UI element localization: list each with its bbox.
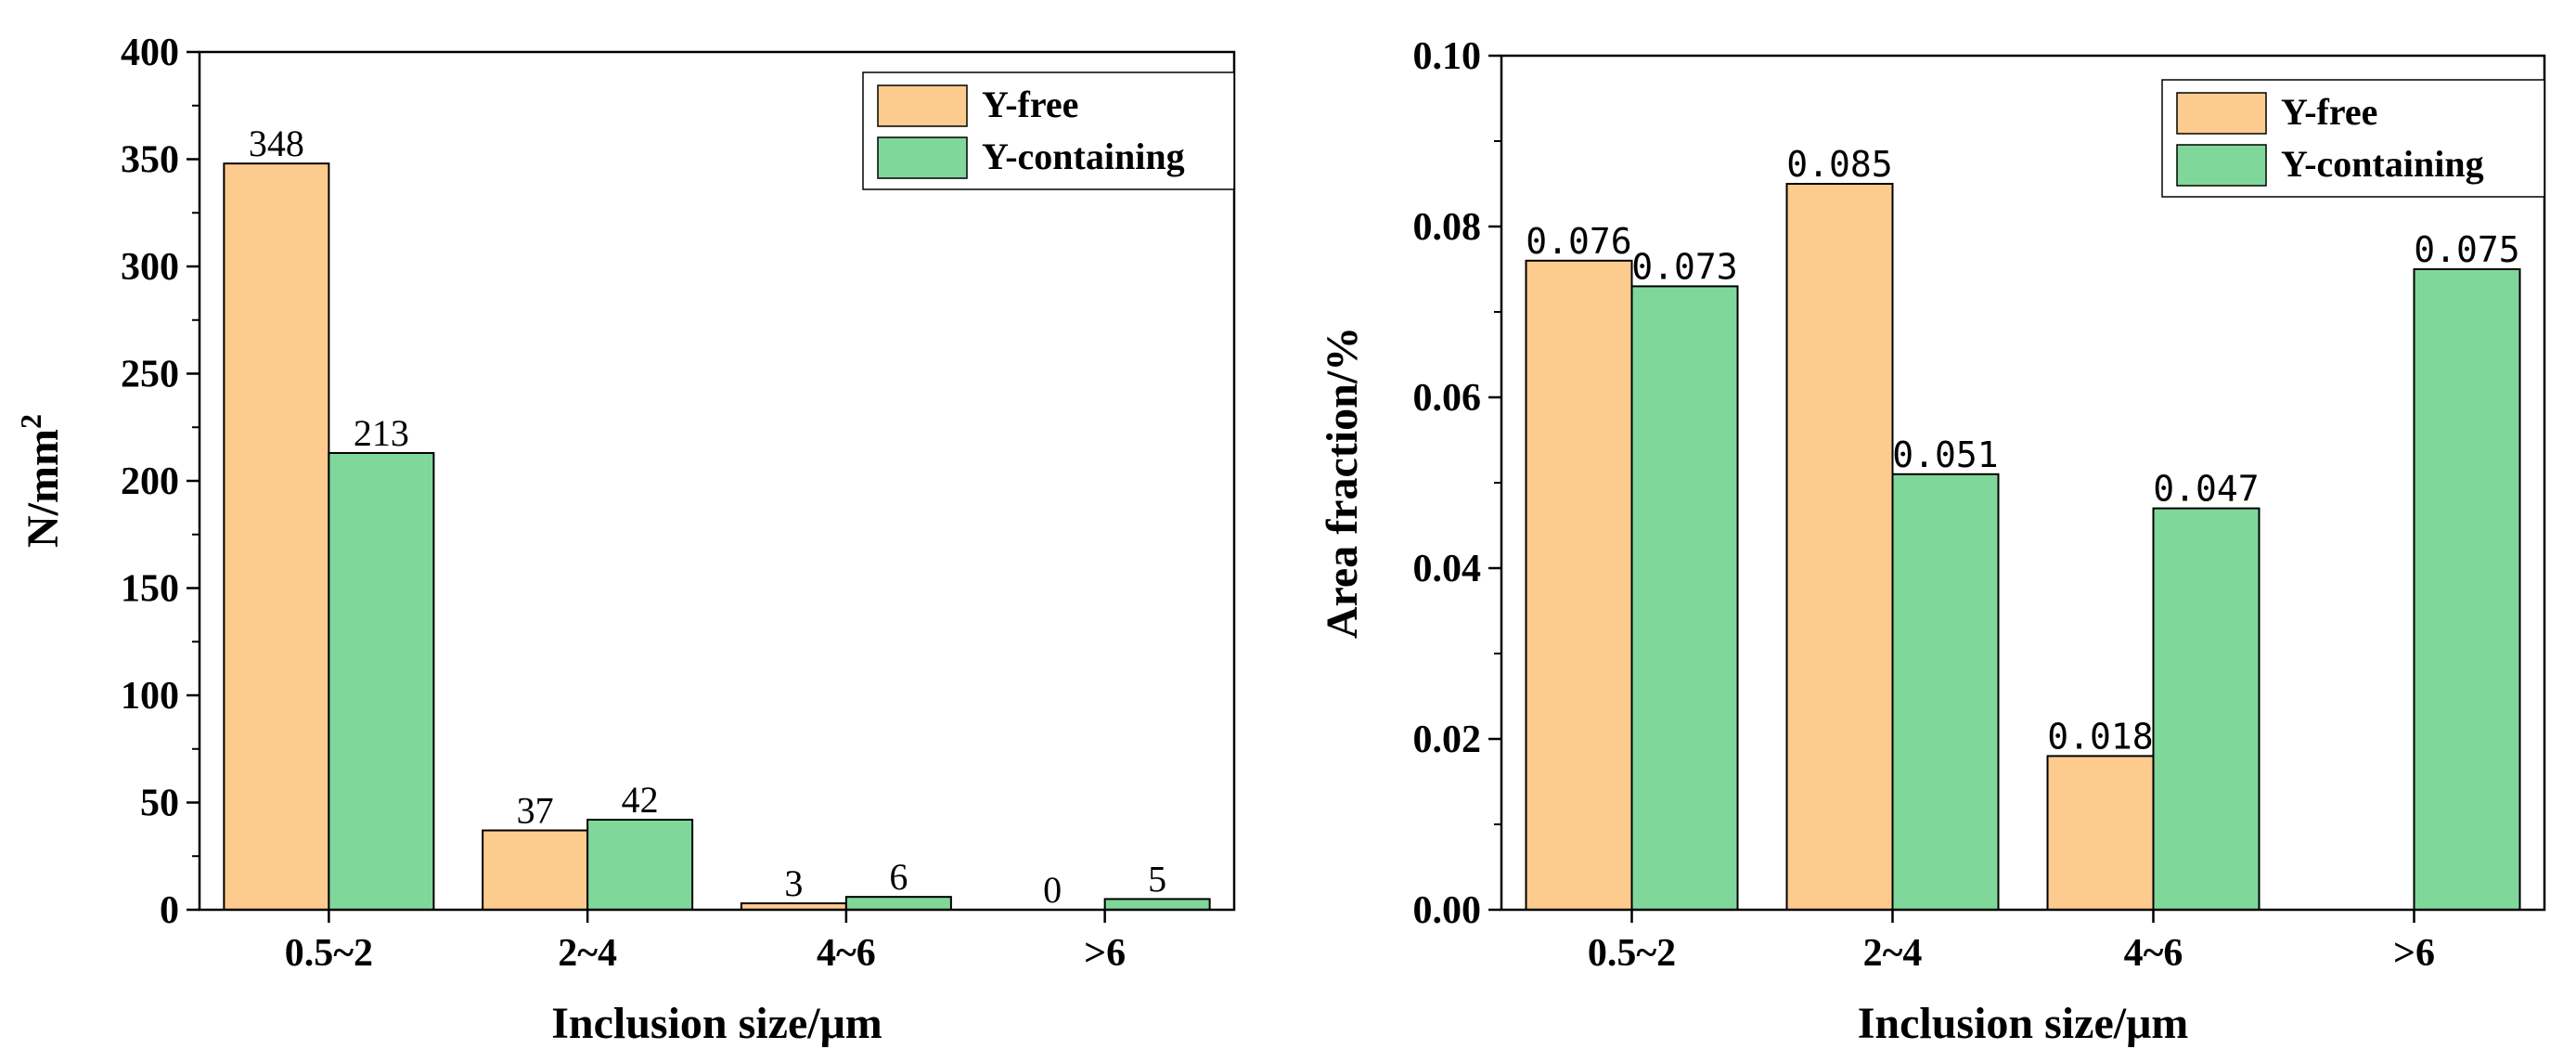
c1-legend-swatch-y-free: [2176, 92, 2267, 135]
c0-y-axis-title: N/mm2: [14, 414, 68, 548]
c1-data-label-y-containing-3: 0.075: [2414, 229, 2519, 270]
c1-data-label-y-free-0: 0.076: [1526, 221, 1631, 262]
c0-bar-y-free-0: [223, 162, 330, 911]
c0-data-label-y-containing-0: 213: [354, 412, 409, 454]
c1-x-axis-title: Inclusion size/μm: [1858, 999, 2189, 1048]
c0-x-axis-title: Inclusion size/μm: [551, 999, 882, 1048]
c1-data-label-y-containing-0: 0.073: [1631, 246, 1737, 287]
c0-x-tick-label-3: >6: [1084, 932, 1126, 975]
c0-data-label-y-containing-1: 42: [622, 779, 659, 821]
c1-x-tick-label-2: 4~6: [2124, 932, 2183, 975]
c1-data-label-y-free-1: 0.085: [1786, 144, 1892, 185]
c0-data-label-y-free-3: 0: [1043, 869, 1062, 911]
c1-legend-swatch-y-containing: [2176, 144, 2267, 187]
c1-legend-label-y-containing: Y-containing: [2281, 143, 2484, 185]
c1-y-tick-label-3: 0.06: [1413, 377, 1482, 420]
c1-bar-y-containing-2: [2152, 507, 2260, 911]
c0-y-axis-title-superscript: 2: [14, 414, 47, 429]
c0-y-tick-label-6: 300: [121, 246, 179, 289]
c1-x-tick-label-3: >6: [2393, 932, 2435, 975]
c0-y-tick-label-3: 150: [121, 568, 179, 611]
c0-legend-label-y-free: Y-free: [982, 84, 1078, 125]
c1-data-label-y-containing-1: 0.051: [1892, 434, 1998, 475]
c0-y-tick-label-1: 50: [140, 783, 179, 825]
c1-x-tick-label-0: 0.5~2: [1588, 932, 1676, 975]
c0-bar-y-containing-1: [586, 818, 694, 911]
c1-bar-y-containing-3: [2413, 268, 2521, 911]
c1-y-tick-label-2: 0.04: [1413, 548, 1482, 590]
c0-x-tick-label-1: 2~4: [558, 932, 617, 975]
c1-bar-y-free-2: [2046, 755, 2155, 912]
c0-y-tick-label-0: 0: [160, 889, 179, 932]
c0-bar-y-free-1: [482, 829, 589, 912]
c0-y-tick-label-2: 100: [121, 675, 179, 718]
c1-x-tick-label-1: 2~4: [1863, 932, 1923, 975]
c0-data-label-y-free-2: 3: [784, 862, 803, 904]
c0-legend-label-y-containing: Y-containing: [982, 136, 1185, 177]
c1-bar-y-free-0: [1525, 259, 1633, 911]
c1-bar-y-containing-0: [1630, 285, 1739, 911]
c1-y-tick-label-1: 0.02: [1413, 719, 1482, 761]
c0-data-label-y-free-1: 37: [517, 790, 554, 832]
c0-legend-swatch-y-free: [877, 84, 968, 127]
c0-x-tick-label-2: 4~6: [817, 932, 876, 975]
c1-y-axis-title: Area fraction/%: [1318, 327, 1367, 639]
c0-data-label-y-containing-2: 6: [889, 856, 908, 898]
c0-y-tick-label-8: 400: [121, 32, 179, 74]
c1-y-tick-label-0: 0.00: [1413, 889, 1482, 932]
c0-legend-swatch-y-containing: [877, 136, 968, 179]
c0-y-tick-label-4: 200: [121, 460, 179, 503]
c1-bar-y-free-1: [1785, 183, 1894, 911]
c1-y-tick-label-4: 0.08: [1413, 206, 1482, 249]
c1-legend-label-y-free: Y-free: [2281, 91, 2377, 133]
c0-data-label-y-containing-3: 5: [1148, 858, 1166, 900]
c1-y-tick-label-5: 0.10: [1413, 35, 1482, 78]
c0-bar-y-containing-3: [1103, 898, 1211, 912]
c1-bar-y-containing-1: [1891, 473, 2000, 911]
c0-bar-y-containing-0: [328, 451, 435, 911]
c1-data-label-y-containing-2: 0.047: [2153, 469, 2259, 510]
c0-y-tick-label-7: 350: [121, 139, 179, 182]
chart-area-fraction: 0.076 0.085 0.018 0.073 0.051 0.047 0.075 0.00 0…: [1318, 35, 2546, 1048]
c0-x-tick-label-0: 0.5~2: [285, 932, 373, 975]
c0-y-tick-label-5: 250: [121, 354, 179, 396]
c0-bar-y-containing-2: [844, 896, 952, 912]
c0-data-label-y-free-0: 348: [249, 123, 304, 164]
c1-data-label-y-free-2: 0.018: [2047, 716, 2153, 757]
